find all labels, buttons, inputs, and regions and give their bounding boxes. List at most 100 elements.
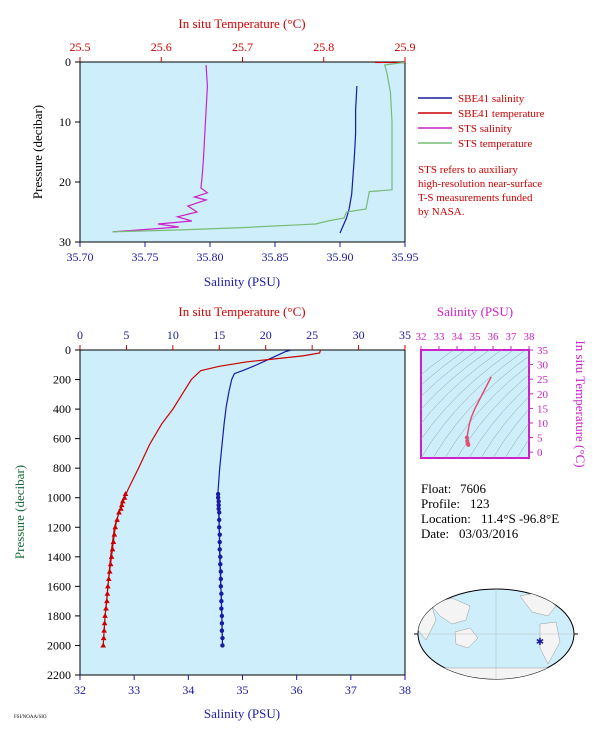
- ts-temperature-axis-title: In situ Temperature (°C): [573, 340, 588, 467]
- density-contour: [468, 384, 529, 458]
- density-contour: [421, 350, 467, 386]
- bottom-temperature-tick-label: 20: [260, 328, 272, 342]
- note-line: STS refers to auxiliary: [418, 164, 518, 176]
- top-pressure-tick-label: 10: [59, 115, 71, 129]
- top-plot-area: [79, 61, 406, 243]
- bottom-pressure-tick-label: 400: [53, 402, 71, 416]
- bottom-salinity-tick-label: 32: [74, 683, 86, 697]
- bottom-salinity-tick-label: 33: [128, 683, 140, 697]
- bottom-pressure-tick-label: 600: [53, 432, 71, 446]
- density-contour: [480, 396, 529, 458]
- top-pressure-tick-label: 0: [65, 55, 71, 69]
- top-salinity-tick-label: 35.70: [67, 250, 94, 264]
- bottom-pressure-tick-label: 1600: [47, 579, 71, 593]
- top-chart-legend: SBE41 salinity SBE41 temperature STS salin…: [418, 93, 545, 150]
- float-value: 7606: [460, 481, 487, 496]
- map-land-australia: [454, 627, 479, 649]
- note-line: high-resolution near-surface: [418, 178, 542, 190]
- density-contour: [421, 350, 515, 440]
- float-label: Float:: [421, 481, 451, 496]
- bottom-salinity-tick-label: 34: [182, 683, 194, 697]
- ts-salinity-tick-label: 33: [434, 331, 446, 343]
- top-salinity-tick-label: 35.80: [197, 250, 224, 264]
- ts-diagram: Salinity (PSU) In situ Temperature (°C) …: [416, 304, 601, 468]
- bottom-chart-series: [100, 350, 322, 648]
- profile-value: 123: [470, 496, 490, 511]
- density-contour: [504, 422, 529, 458]
- bottom-chart-temperature-axis-title: In situ Temperature (°C): [178, 304, 305, 319]
- top-chart-pressure-axis-title: Pressure (decibar): [30, 105, 45, 199]
- ts-temperature-tick-label: 20: [537, 389, 549, 401]
- float-info: Float: 7606 Profile: 123 Location: 11.4°…: [421, 481, 559, 541]
- bottom-pressure-tick-label: 2200: [47, 668, 71, 682]
- ts-salinity-tick-label: 34: [452, 331, 464, 343]
- top-temperature-tick-label: 25.9: [395, 40, 416, 54]
- world-map: ✱: [414, 588, 578, 680]
- ts-salinity-tick-label: 37: [506, 331, 518, 343]
- density-contour: [492, 408, 529, 458]
- top-temperature-tick-label: 25.7: [232, 40, 253, 54]
- top-series-sts-temperature: [112, 62, 405, 233]
- bottom-salinity-tick-label: 38: [399, 683, 411, 697]
- top-series-sts-salinity: [112, 64, 209, 233]
- legend-label: STS salinity: [458, 123, 513, 135]
- top-chart-series: [112, 62, 405, 234]
- date-label: Date:: [421, 526, 449, 541]
- density-contour: [421, 350, 527, 458]
- density-contour: [421, 350, 455, 375]
- ts-temperature-tick-label: 10: [537, 418, 549, 430]
- float-location-marker: ✱: [536, 637, 544, 648]
- top-chart-salinity-axis-title: Salinity (PSU): [204, 274, 280, 289]
- top-temperature-tick-label: 25.5: [70, 40, 91, 54]
- ts-temperature-tick-label: 25: [537, 374, 549, 386]
- note-line: by NASA.: [418, 206, 465, 218]
- density-contour: [421, 350, 491, 410]
- top-series-sbe41-salinity: [339, 85, 358, 234]
- date-value: 03/03/2016: [459, 526, 519, 541]
- bottom-pressure-tick-label: 0: [65, 343, 71, 357]
- density-contour: [541, 340, 601, 458]
- ts-ticks: 32 33 34 35 36 37 38 0 5 10 15 20 25 30 35: [416, 331, 549, 459]
- bottom-temperature-tick-label: 0: [77, 328, 83, 342]
- location-value: 11.4°S -96.8°E: [481, 511, 559, 526]
- note-line: T-S measurements funded: [418, 192, 533, 204]
- bottom-chart-ticks: 32 33 34 35 36 37 38 0 5 10 15 20 25 30 35 0 200 400 600 80…: [47, 328, 411, 697]
- ts-salinity-tick-label: 35: [470, 331, 482, 343]
- density-contour: [421, 350, 503, 424]
- legend-label: SBE41 salinity: [458, 93, 525, 105]
- bottom-series-temperature: [102, 350, 322, 646]
- bottom-pressure-tick-label: 200: [53, 373, 71, 387]
- ts-point: [466, 442, 471, 447]
- top-chart-temperature-axis-title: In situ Temperature (°C): [178, 16, 305, 31]
- ts-point: [464, 435, 469, 440]
- top-pressure-tick-label: 20: [59, 175, 71, 189]
- bottom-plot-area: [79, 349, 406, 676]
- ts-salinity-axis-title: Salinity (PSU): [437, 304, 513, 319]
- location-label: Location:: [421, 511, 471, 526]
- temperature-marker: [122, 491, 129, 497]
- bottom-pressure-tick-label: 1400: [47, 550, 71, 564]
- profile-label: Profile:: [421, 496, 460, 511]
- top-temperature-tick-label: 25.8: [313, 40, 334, 54]
- legend-label: STS temperature: [458, 138, 532, 150]
- footer-credit: FSI/NOAA/SIO: [14, 715, 47, 720]
- bottom-series-temperature-markers-line: [102, 493, 126, 646]
- ts-salinity-tick-label: 32: [416, 331, 427, 343]
- bottom-pressure-tick-label: 2000: [47, 638, 71, 652]
- bottom-temperature-tick-label: 15: [213, 328, 225, 342]
- bottom-temperature-tick-label: 35: [399, 328, 411, 342]
- bottom-pressure-tick-label: 1000: [47, 491, 71, 505]
- ts-series: [464, 376, 492, 447]
- ts-plot-area: [420, 349, 530, 459]
- top-chart: In situ Temperature (°C) Salinity (PSU) …: [30, 16, 545, 289]
- density-contour: [516, 438, 529, 458]
- ts-salinity-tick-label: 36: [488, 331, 500, 343]
- ts-temperature-tick-label: 35: [537, 345, 549, 357]
- top-salinity-tick-label: 35.85: [262, 250, 289, 264]
- bottom-chart: In situ Temperature (°C) Salinity (PSU) …: [12, 304, 411, 721]
- top-salinity-tick-label: 35.90: [327, 250, 354, 264]
- top-salinity-tick-label: 35.75: [132, 250, 159, 264]
- bottom-temperature-tick-label: 30: [353, 328, 365, 342]
- top-pressure-tick-label: 30: [59, 235, 71, 249]
- ts-salinity-tick-label: 38: [524, 331, 536, 343]
